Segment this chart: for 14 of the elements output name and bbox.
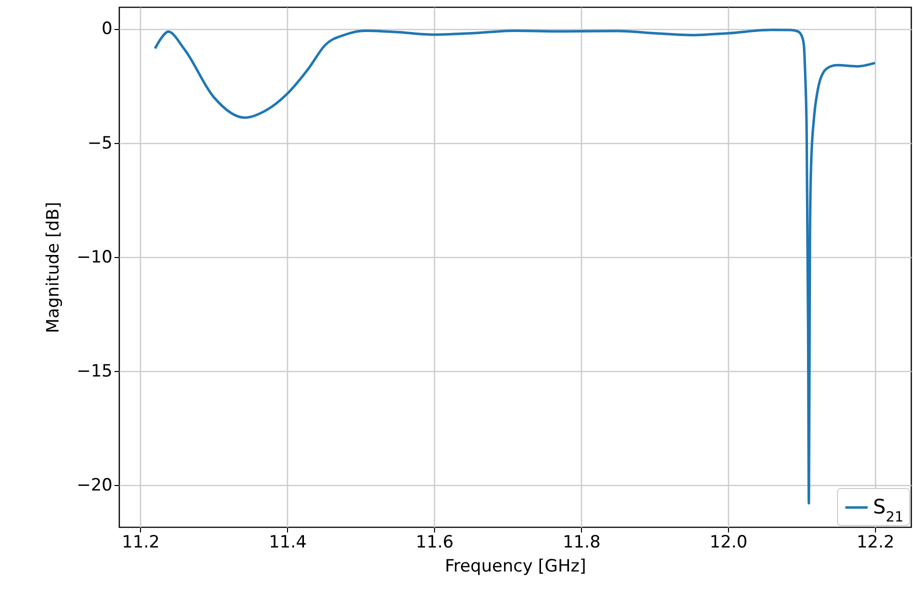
x-tick-label: 11.4	[268, 532, 307, 552]
x-tick-label: 11.6	[416, 532, 454, 552]
y-tick-label: −5	[87, 133, 112, 154]
x-tick-label: 11.8	[562, 532, 601, 552]
legend-label: S$_{21}$	[873, 494, 904, 526]
x-tick-label: 12.2	[856, 532, 894, 552]
y-axis-title: Magnitude [dB]	[44, 202, 64, 334]
y-tick-label: −10	[76, 247, 112, 268]
x-axis-title: Frequency [GHz]	[444, 556, 586, 576]
y-tick-label: −15	[76, 361, 112, 382]
x-tick-label: 11.2	[122, 532, 160, 552]
x-tick-label: 12.0	[710, 532, 748, 552]
y-tick-label: 0	[102, 19, 112, 40]
y-tick-label: −20	[76, 476, 112, 496]
